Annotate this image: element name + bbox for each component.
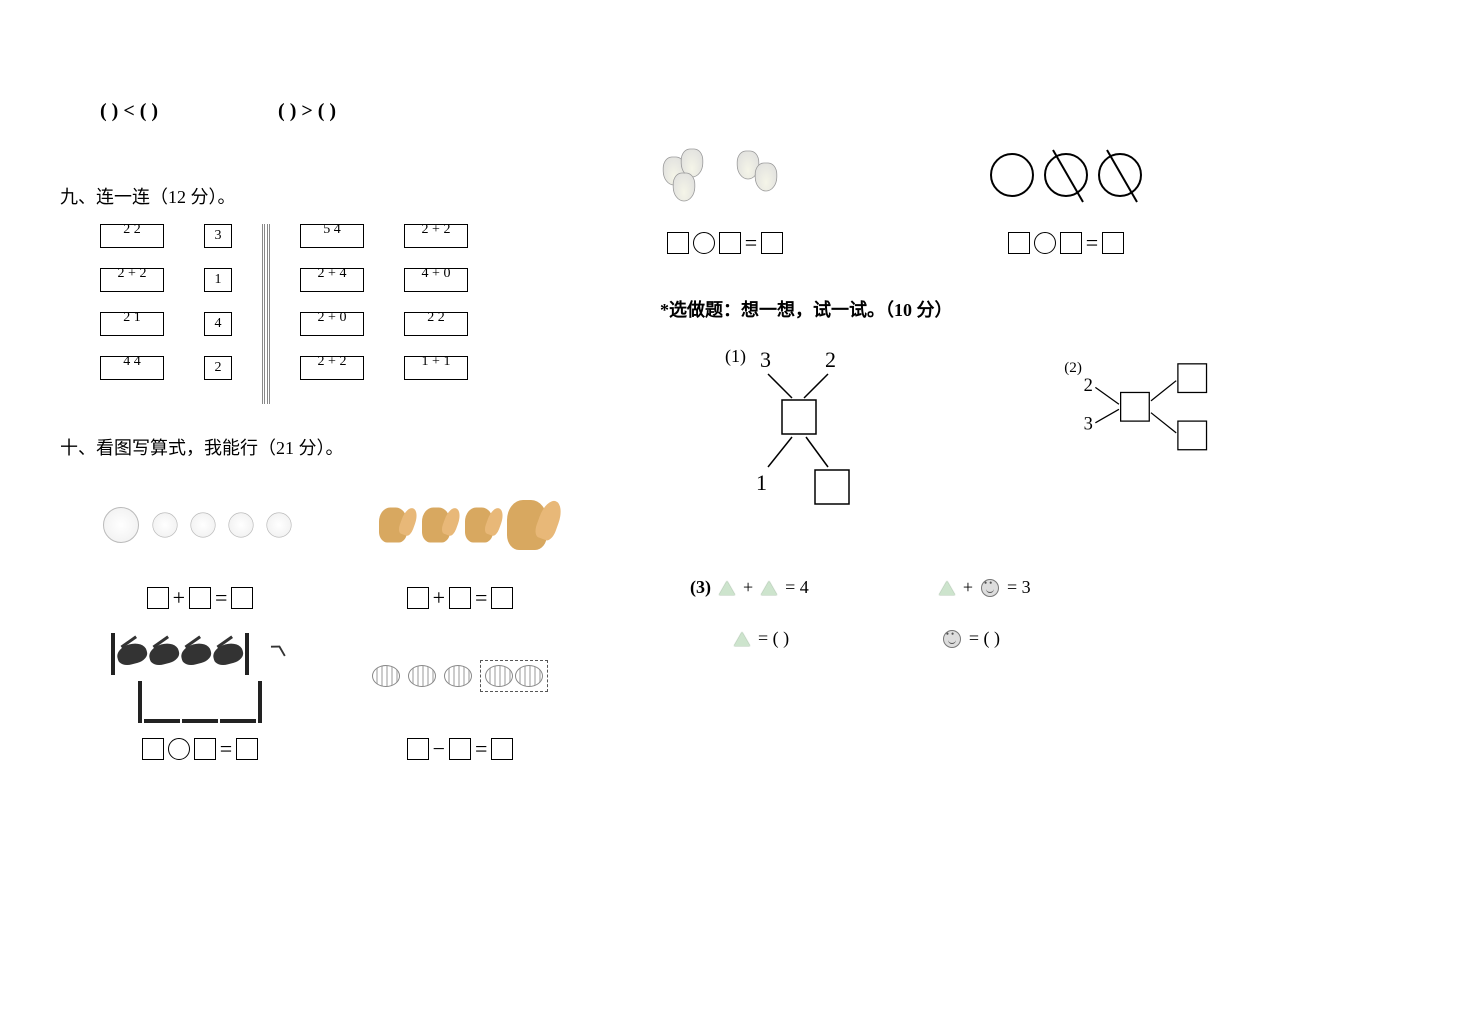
p2-a: 2 — [1084, 375, 1093, 396]
puzzle-1: (1) 3 2 1 — [720, 342, 920, 517]
blank-square[interactable] — [194, 738, 216, 760]
ineq-left: ( ) < ( ) — [100, 100, 158, 123]
label-1: (1) — [725, 346, 746, 367]
equation-circle-op: = — [1008, 230, 1124, 256]
fruit-row: = = — [660, 140, 1260, 256]
expr-box: 2 + 2 — [100, 268, 164, 292]
q3-tri-answer: = ( ) — [758, 628, 789, 649]
blank-circle[interactable] — [693, 232, 715, 254]
chickens-illustration — [103, 480, 297, 570]
blank-circle[interactable] — [1034, 232, 1056, 254]
blank-square[interactable] — [491, 587, 513, 609]
matching-container: 2 2 2 + 2 2 1 4 4 3 1 4 2 5 4 2 + 4 — [100, 224, 600, 404]
op-equals: = — [475, 736, 487, 762]
expr-box: 2 + 0 — [300, 312, 364, 336]
blank-square[interactable] — [147, 587, 169, 609]
melons-illustration — [372, 631, 548, 721]
blank-square[interactable] — [1102, 232, 1124, 254]
match-right-half: 5 4 2 + 4 2 + 0 2 + 2 2 + 2 4 + 0 2 2 1 … — [300, 224, 468, 380]
q3-eq2-rhs: = 3 — [1007, 577, 1031, 598]
op-equals: = — [220, 736, 232, 762]
num-box: 3 — [204, 224, 232, 248]
section-10-title: 十、看图写算式，我能行（21 分）。 — [60, 434, 600, 460]
expr-box: 2 2 — [100, 224, 164, 248]
blank-square[interactable] — [1008, 232, 1030, 254]
blank-square[interactable] — [449, 587, 471, 609]
q3-smile-answer: = ( ) — [969, 628, 1000, 649]
smiley-icon — [943, 630, 961, 648]
blank-square[interactable] — [407, 738, 429, 760]
op-equals: = — [475, 585, 487, 611]
expr-box: 4 4 — [100, 356, 164, 380]
expr-box: 2 2 — [404, 312, 468, 336]
equation-plus: + = — [407, 585, 514, 611]
op-plus: + — [433, 585, 445, 611]
circles-strike-illustration — [990, 140, 1142, 210]
num-box: 4 — [204, 312, 232, 336]
picture-row-2: ⸃ = − — [100, 631, 600, 762]
q3-eq1-rhs: = 4 — [785, 577, 809, 598]
blank-square[interactable] — [719, 232, 741, 254]
bird-flying-icon: ⸃ — [260, 628, 300, 679]
equation-circle-op: = — [667, 230, 783, 256]
op-plus: + — [963, 577, 973, 598]
p1-tr: 2 — [825, 347, 836, 372]
birds-fence-illustration: ⸃ — [111, 631, 289, 721]
triangle-icon — [761, 581, 777, 595]
blank-square[interactable] — [236, 738, 258, 760]
vertical-divider — [262, 224, 270, 404]
blank-square[interactable] — [189, 587, 211, 609]
blank-square[interactable] — [1060, 232, 1082, 254]
label-2: (2) — [1064, 359, 1082, 376]
section-9-title: 九、连一连（12 分）。 — [60, 183, 600, 209]
blank-square[interactable] — [231, 587, 253, 609]
bonus-row-puzzles: (1) 3 2 1 (2) 2 3 — [720, 342, 1260, 517]
equation-plus: + = — [147, 585, 254, 611]
bonus-title: *选做题：想一想，试一试。（10 分） — [660, 296, 1260, 322]
num-box: 1 — [204, 268, 232, 292]
match-left-half: 2 2 2 + 2 2 1 4 4 3 1 4 2 — [100, 224, 232, 380]
pears-illustration — [660, 140, 790, 210]
op-equals: = — [215, 585, 227, 611]
picture-row-1: + = + — [100, 480, 600, 611]
triangle-icon — [939, 581, 955, 595]
blank-circle[interactable] — [168, 738, 190, 760]
expr-box: 5 4 — [300, 224, 364, 248]
blank-square[interactable] — [491, 738, 513, 760]
smiley-icon — [981, 579, 999, 597]
expr-box: 2 + 2 — [300, 356, 364, 380]
blank-square[interactable] — [667, 232, 689, 254]
p1-bl: 1 — [756, 470, 767, 495]
bonus-q3: (3) + = 4 = ( ) + = 3 — [690, 577, 1260, 649]
op-plus: + — [743, 577, 753, 598]
blank-square[interactable] — [407, 587, 429, 609]
p2-b: 3 — [1084, 414, 1093, 435]
blank-square[interactable] — [449, 738, 471, 760]
ineq-right: ( ) > ( ) — [278, 100, 336, 123]
triangle-icon — [719, 581, 735, 595]
expr-box: 2 1 — [100, 312, 164, 336]
equation-circle-op: = — [142, 736, 258, 762]
triangle-icon — [734, 632, 750, 646]
op-equals: = — [745, 230, 757, 256]
label-3: (3) — [690, 577, 711, 598]
op-equals: = — [1086, 230, 1098, 256]
expr-box: 2 + 4 — [300, 268, 364, 292]
equation-minus: − = — [407, 736, 514, 762]
expr-box: 2 + 2 — [404, 224, 468, 248]
op-minus: − — [433, 736, 445, 762]
num-box: 2 — [204, 356, 232, 380]
op-plus: + — [173, 585, 185, 611]
inequality-row: ( ) < ( ) ( ) > ( ) — [100, 100, 600, 123]
squirrels-illustration — [373, 480, 547, 570]
expr-box: 4 + 0 — [404, 268, 468, 292]
bonus-title-text: *选做题：想一想，试一试。（10 分） — [660, 300, 953, 320]
blank-square[interactable] — [142, 738, 164, 760]
expr-box: 1 + 1 — [404, 356, 468, 380]
blank-square[interactable] — [761, 232, 783, 254]
p1-tl: 3 — [760, 347, 771, 372]
puzzle-2: (2) 2 3 — [1060, 342, 1260, 517]
